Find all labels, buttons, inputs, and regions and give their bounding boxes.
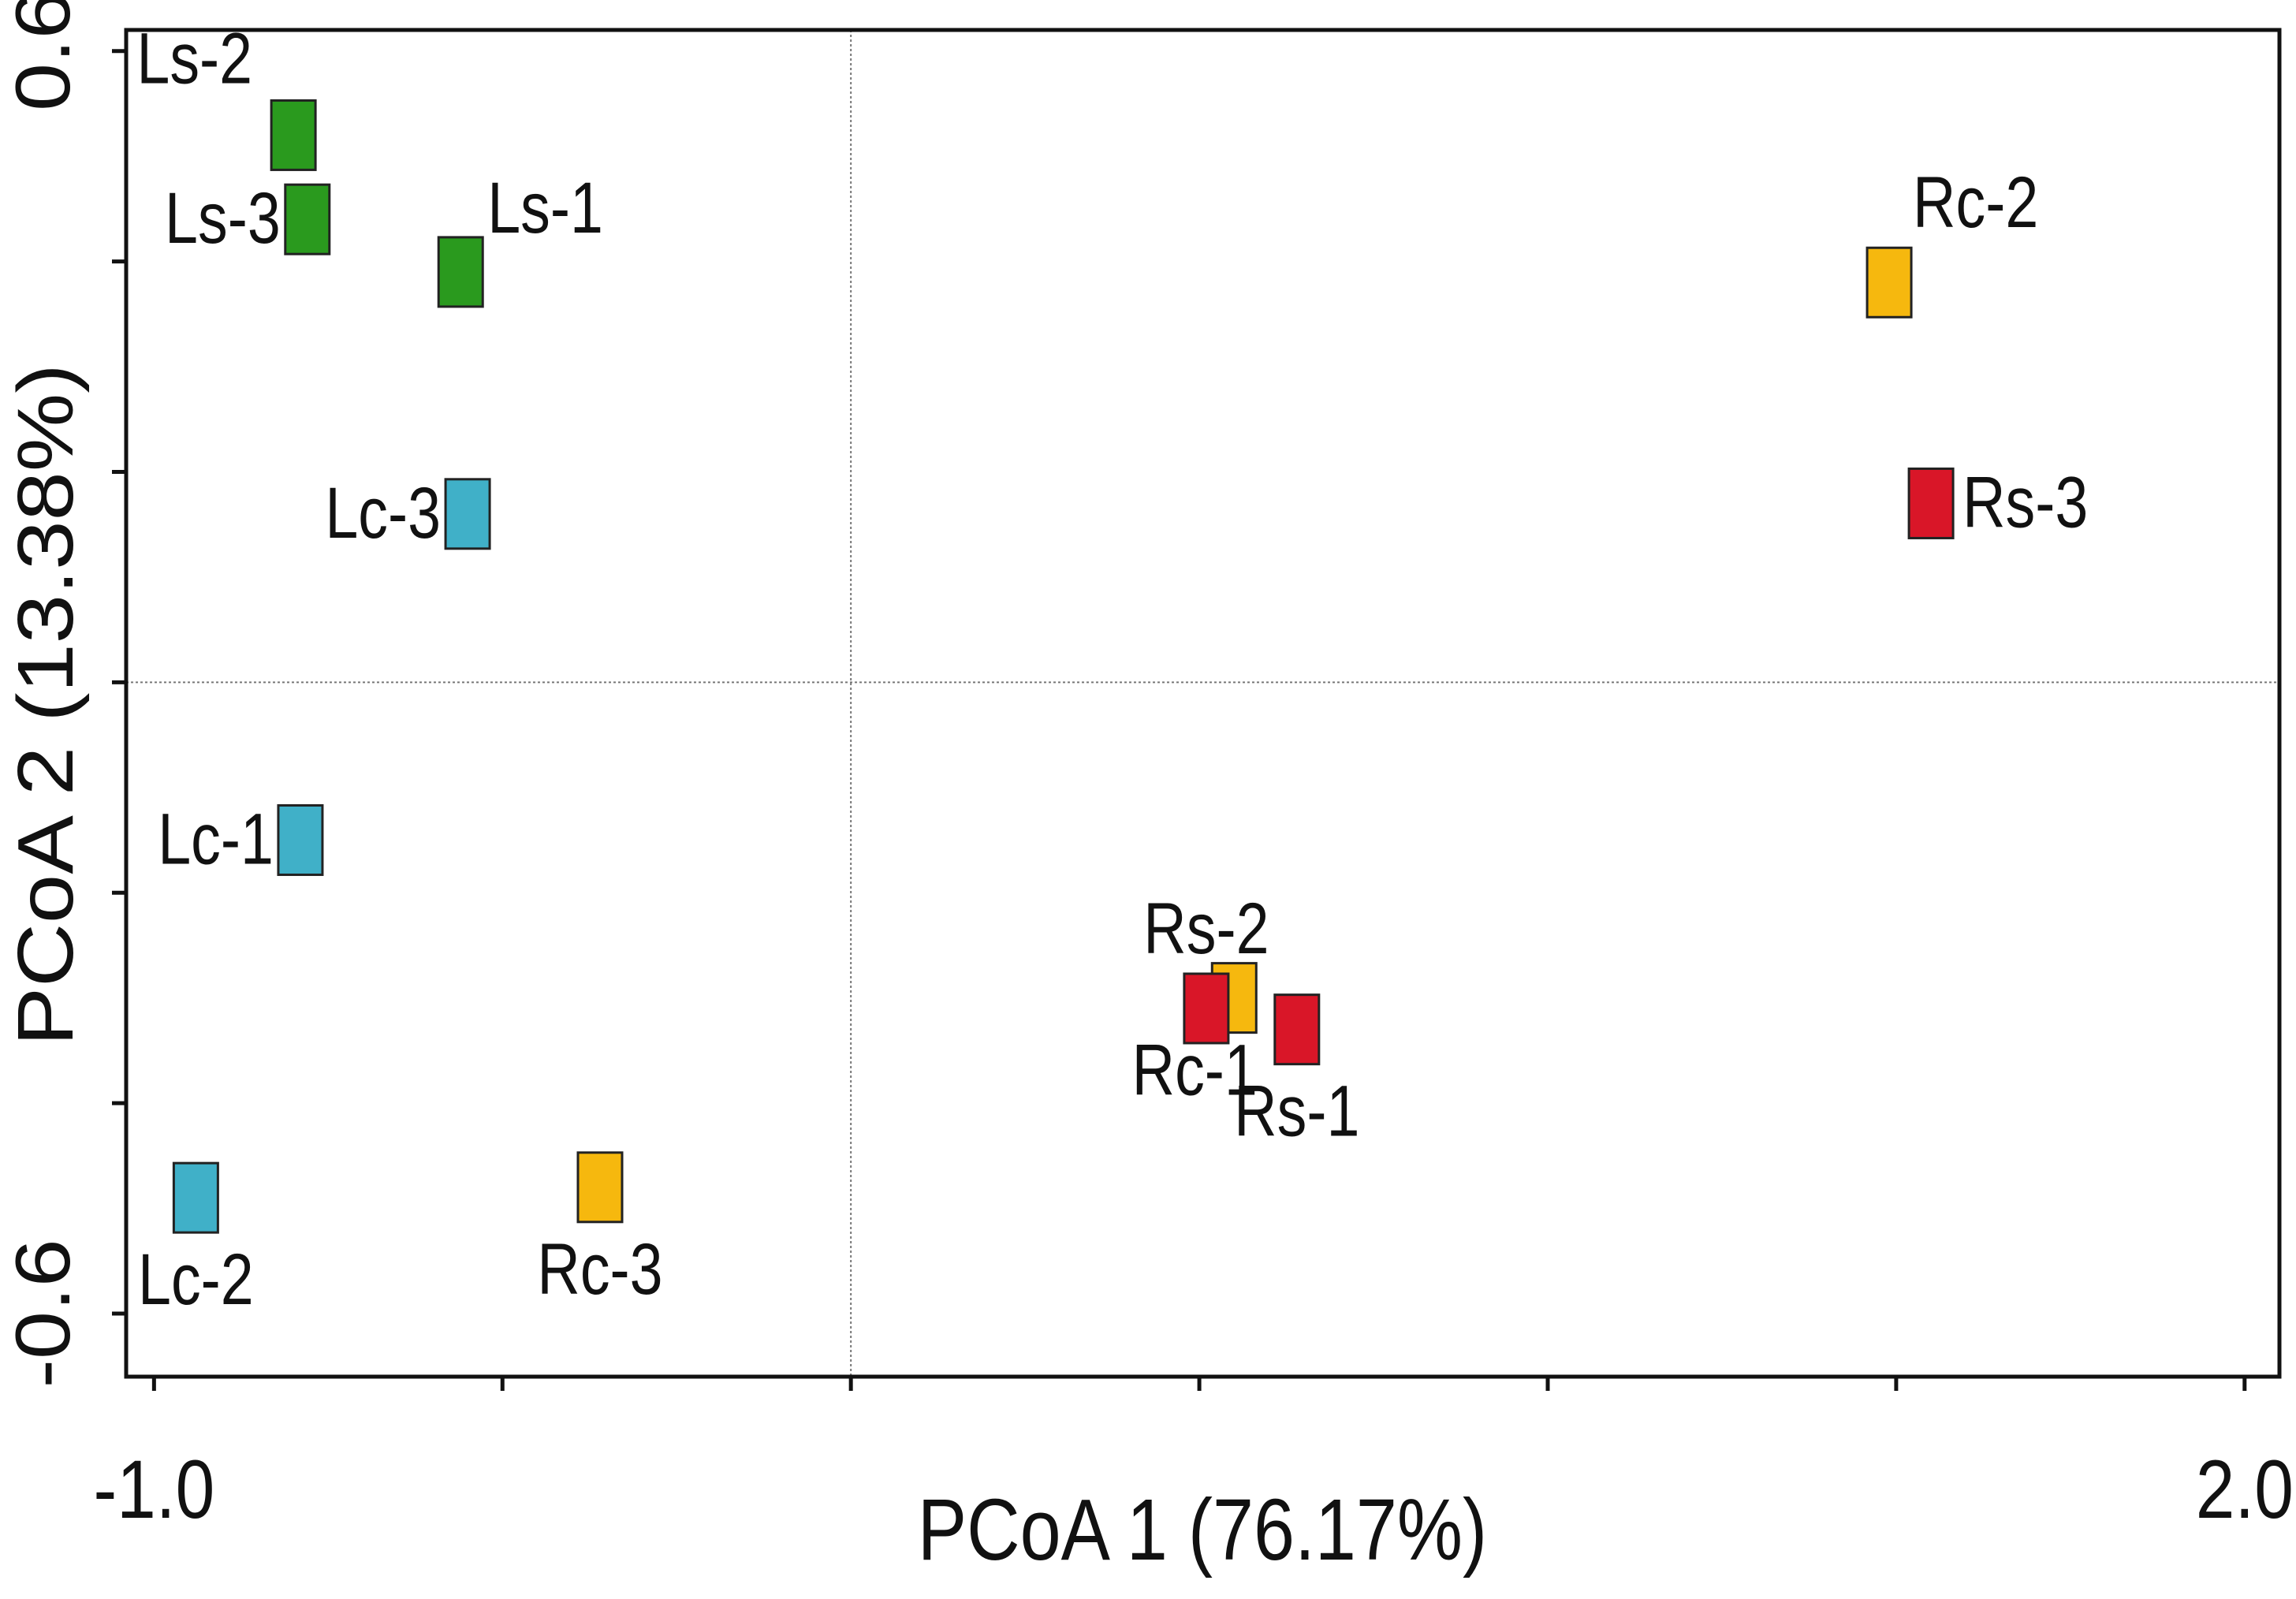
y-tick-label: 0.6 <box>0 0 86 111</box>
data-point-lc-3 <box>444 478 491 550</box>
x-axis-title: PCoA 1 (76.17%) <box>918 1482 1487 1578</box>
y-axis: -0.6 0.6 <box>0 0 126 1388</box>
data-point-lc-2 <box>172 1161 219 1234</box>
data-point-rc-3 <box>576 1151 624 1224</box>
x-tick-label: -1.0 <box>93 1443 214 1535</box>
data-point-rc-2 <box>1866 246 1913 319</box>
data-point-rs-2 <box>1183 972 1230 1045</box>
plot-frame <box>124 28 2282 1379</box>
y-axis-title: PCoA 2 (13.38%) <box>2 363 90 1046</box>
point-label-lc-3: Lc-3 <box>325 472 441 554</box>
point-label-rs-3: Rs-3 <box>1962 461 2088 542</box>
point-label-rs-2: Rs-2 <box>1143 888 1269 969</box>
data-points <box>172 99 1955 1234</box>
x-tick-label: 2.0 <box>2196 1443 2294 1535</box>
point-label-rc-1: Rc-1 <box>1132 1030 1258 1111</box>
point-label-rc-2: Rc-2 <box>1913 162 2038 243</box>
data-point-ls-2 <box>270 99 317 171</box>
data-point-lc-1 <box>277 803 324 876</box>
x-axis: -1.0 2.0 <box>93 1377 2294 1536</box>
point-label-rs-1: Rs-1 <box>1234 1071 1359 1152</box>
y-tick-label: -0.6 <box>0 1239 86 1388</box>
point-label-lc-1: Lc-1 <box>158 798 274 879</box>
point-label-lc-2: Lc-2 <box>138 1239 254 1320</box>
point-labels: Ls-2Ls-3 Ls-1Lc-3Lc-1Lc-2Rc-2Rc-1Rc-3Rs-3… <box>136 17 2088 1320</box>
data-point-ls-1 <box>437 236 484 308</box>
point-label-rc-3: Rc-3 <box>537 1228 662 1310</box>
reference-lines <box>126 30 2279 1377</box>
data-point-rs-1 <box>1273 993 1321 1066</box>
data-point-ls-3 <box>284 183 331 255</box>
point-label-ls-1: Ls-1 <box>487 167 603 248</box>
data-point-rs-3 <box>1907 467 1955 539</box>
point-label-ls-3: Ls-3 <box>165 177 281 259</box>
